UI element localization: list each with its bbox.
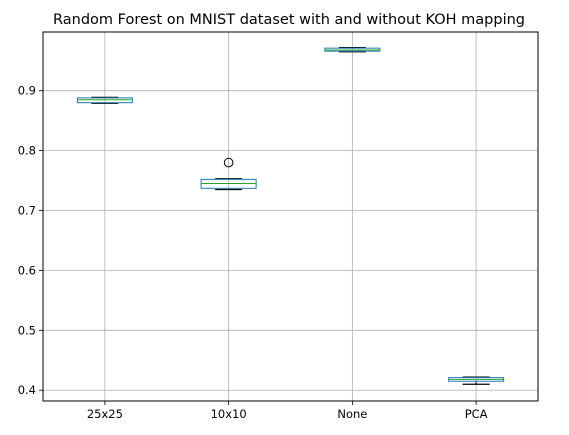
x-axis: 25x25 10x10 None PCA bbox=[87, 401, 488, 421]
x-tick-label: None bbox=[337, 407, 367, 421]
box-10x10 bbox=[200, 157, 257, 191]
x-tick-label: PCA bbox=[465, 407, 488, 421]
boxes-layer bbox=[76, 46, 505, 385]
x-tick-label: 10x10 bbox=[211, 407, 247, 421]
box-pca bbox=[448, 376, 505, 385]
iqr-box bbox=[76, 97, 133, 104]
y-tick-label: 0.9 bbox=[18, 84, 36, 98]
box-25x25 bbox=[76, 96, 133, 104]
box-none bbox=[324, 46, 381, 53]
y-tick-label: 0.5 bbox=[18, 323, 36, 337]
plot-frame bbox=[42, 31, 539, 402]
y-tick-label: 0.6 bbox=[18, 263, 36, 277]
chart-title: Random Forest on MNIST dataset with and … bbox=[53, 12, 525, 28]
x-tick-label: 25x25 bbox=[87, 407, 123, 421]
y-axis: 0.4 0.5 0.6 0.7 0.8 0.9 bbox=[18, 84, 43, 397]
grid-layer bbox=[43, 32, 538, 401]
outlier-point bbox=[223, 157, 234, 168]
y-tick-label: 0.7 bbox=[18, 204, 36, 218]
y-tick-label: 0.4 bbox=[18, 383, 36, 397]
y-tick-label: 0.8 bbox=[18, 144, 36, 158]
